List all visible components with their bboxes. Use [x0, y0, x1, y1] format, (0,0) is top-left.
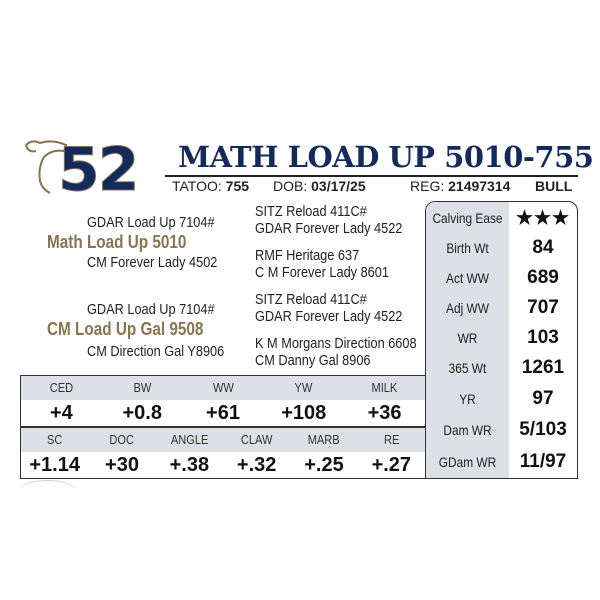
stat-dam-wr: Dam WR 5/103 [443, 419, 567, 440]
animal-name: MATH LOAD UP 5010-755 [178, 140, 594, 174]
ped-dds: K M Morgans Direction 6608 [255, 335, 417, 352]
decorative-arc [20, 480, 75, 500]
registration: REG: 21497314 [410, 178, 511, 194]
epd-value-row-1: +4 +0.8 +61 +108 +36 [49, 402, 402, 424]
ped-sss: SITZ Reload 411C# [255, 203, 367, 220]
ped-sds: RMF Heritage 637 [255, 247, 360, 264]
dam: CM Load Up Gal 9508 [47, 319, 204, 339]
stat-gdam-wr: GDam WR 11/97 [438, 451, 567, 472]
ped-ssd: GDAR Forever Lady 4522 [255, 220, 403, 237]
stat-365-wt: 365 Wt 1261 [448, 357, 565, 378]
tattoo: TATOO: 755 [172, 178, 250, 194]
stat-adj-ww: Adj WW 707 [446, 297, 559, 318]
stat-wr: WR 103 [457, 327, 559, 348]
ped-sdd: C M Forever Lady 8601 [255, 264, 389, 281]
dam-dam: CM Direction Gal Y8906 [87, 343, 225, 360]
ped-ddd: CM Danny Gal 8906 [255, 352, 371, 369]
cow-head-logo-icon [25, 140, 68, 194]
lot-number: 52 [58, 135, 140, 205]
star-rating-icon: ★★★ [515, 207, 571, 229]
dam-sire: GDAR Load Up 7104# [87, 301, 215, 318]
epd-header-row-2: SC DOC ANGLE CLAW MARB RE [21, 428, 425, 452]
stat-birth-wt: Birth Wt 84 [446, 237, 554, 258]
sire-sire: GDAR Load Up 7104# [87, 214, 215, 231]
ped-dsd: GDAR Forever Lady 4522 [255, 308, 403, 325]
sire: Math Load Up 5010 [47, 232, 187, 252]
sex: BULL [535, 178, 573, 194]
stat-act-ww: Act WW 689 [446, 267, 559, 288]
performance-stats-panel: Calving Ease ★★★ Birth Wt 84 Act WW 689 Adj… [425, 201, 578, 479]
epd-header-row-1: CED BW WW YW MILK [21, 376, 425, 400]
epd-value-row-2: +1.14 +30 +.38 +.32 +.25 +.27 [29, 454, 412, 476]
stat-calving-ease: Calving Ease ★★★ [426, 203, 577, 233]
epd-divider [20, 426, 425, 428]
stat-yr: YR 97 [459, 388, 554, 409]
title-divider [165, 175, 578, 177]
dob: DOB: 03/17/25 [273, 178, 366, 194]
sire-dam: CM Forever Lady 4502 [87, 254, 218, 271]
ped-dss: SITZ Reload 411C# [255, 291, 367, 308]
